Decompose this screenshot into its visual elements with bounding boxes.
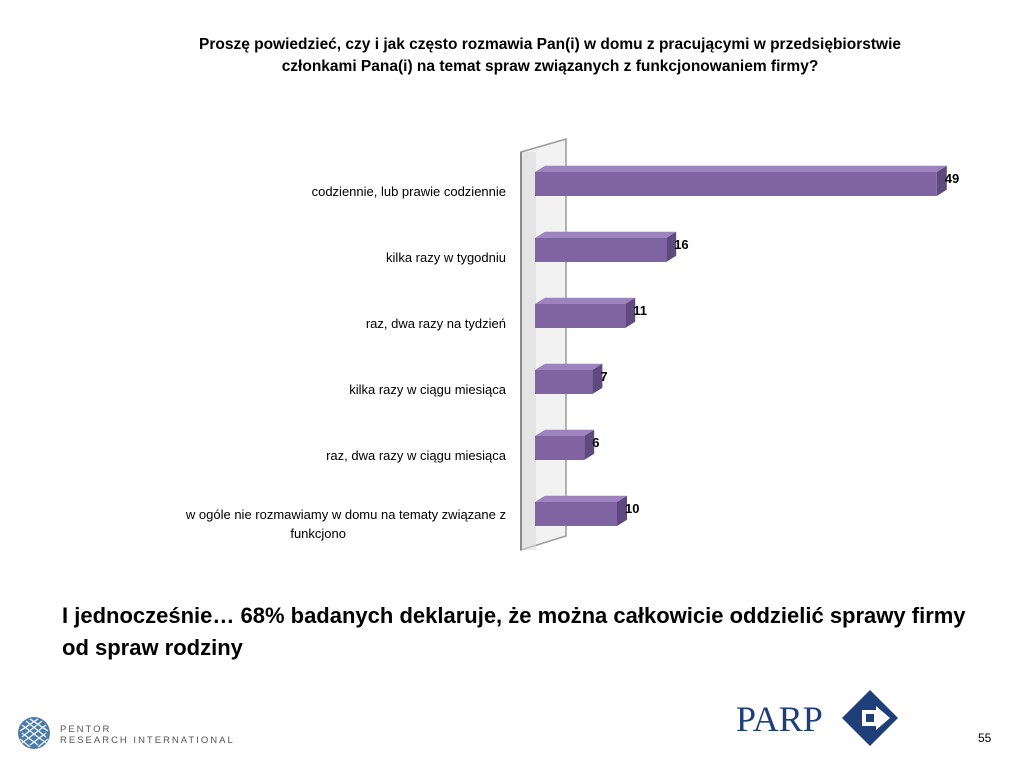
bar-chart: codziennie, lub prawie codziennie kilka r… [185, 138, 959, 552]
bar [535, 297, 636, 328]
bar-front-face [535, 502, 617, 526]
bar-side-face [617, 495, 627, 526]
category-label: codziennie, lub prawie codziennie [312, 184, 506, 199]
bar-top-face [535, 297, 636, 304]
data-label: 6 [592, 435, 599, 450]
pentor-logo-line2: RESEARCH INTERNATIONAL [60, 735, 235, 746]
bar-front-face [535, 436, 585, 460]
category-label: kilka razy w tygodniu [386, 250, 506, 265]
bar [535, 165, 947, 196]
bar-front-face [535, 304, 626, 328]
parp-logo-text: PARP [736, 699, 823, 739]
category-label: raz, dwa razy na tydzień [366, 316, 506, 331]
chart-axis-wall [520, 138, 567, 552]
pentor-logo: PENTOR RESEARCH INTERNATIONAL [16, 715, 276, 751]
bar-top-face [535, 495, 627, 502]
data-label: 11 [633, 303, 647, 318]
data-label: 49 [945, 171, 959, 186]
bar-side-face [625, 297, 636, 328]
bar-front-face [535, 370, 593, 394]
parp-diamond-icon [842, 690, 898, 746]
parp-logo: PARP [736, 688, 906, 748]
slide-headline: I jednocześnie… 68% badanych deklaruje, … [62, 603, 966, 660]
chart-title: Proszę powiedzieć, czy i jak często rozm… [198, 36, 902, 75]
bar-top-face [535, 231, 677, 238]
bar-top-face [535, 363, 603, 370]
bar [535, 231, 677, 262]
bar-side-face [936, 165, 947, 196]
pentor-logo-line1: PENTOR [60, 724, 112, 735]
data-labels: 49 16 11 7 6 10 [592, 171, 959, 516]
category-label: raz, dwa razy w ciągu miesiąca [326, 448, 507, 463]
bar-series [535, 165, 947, 526]
category-label: kilka razy w ciągu miesiąca [349, 382, 507, 397]
category-labels: codziennie, lub prawie codziennie kilka r… [185, 184, 507, 541]
bar-top-face [535, 165, 947, 172]
axis-wall-shadow [522, 152, 536, 550]
bar-side-face [666, 231, 677, 262]
pentor-globe-icon [18, 717, 50, 749]
bar [535, 429, 595, 460]
bar-front-face [535, 172, 937, 196]
bar [535, 363, 603, 394]
data-label: 16 [674, 237, 688, 252]
bar [535, 495, 627, 526]
bar-side-face [592, 363, 603, 394]
data-label: 7 [600, 369, 607, 384]
bar-front-face [535, 238, 667, 262]
bar-side-face [584, 429, 595, 460]
category-label: w ogóle nie rozmawiamy w domu na tematy … [185, 507, 506, 541]
page-number: 55 [978, 731, 992, 745]
data-label: 10 [625, 501, 639, 516]
bar-top-face [535, 429, 595, 436]
